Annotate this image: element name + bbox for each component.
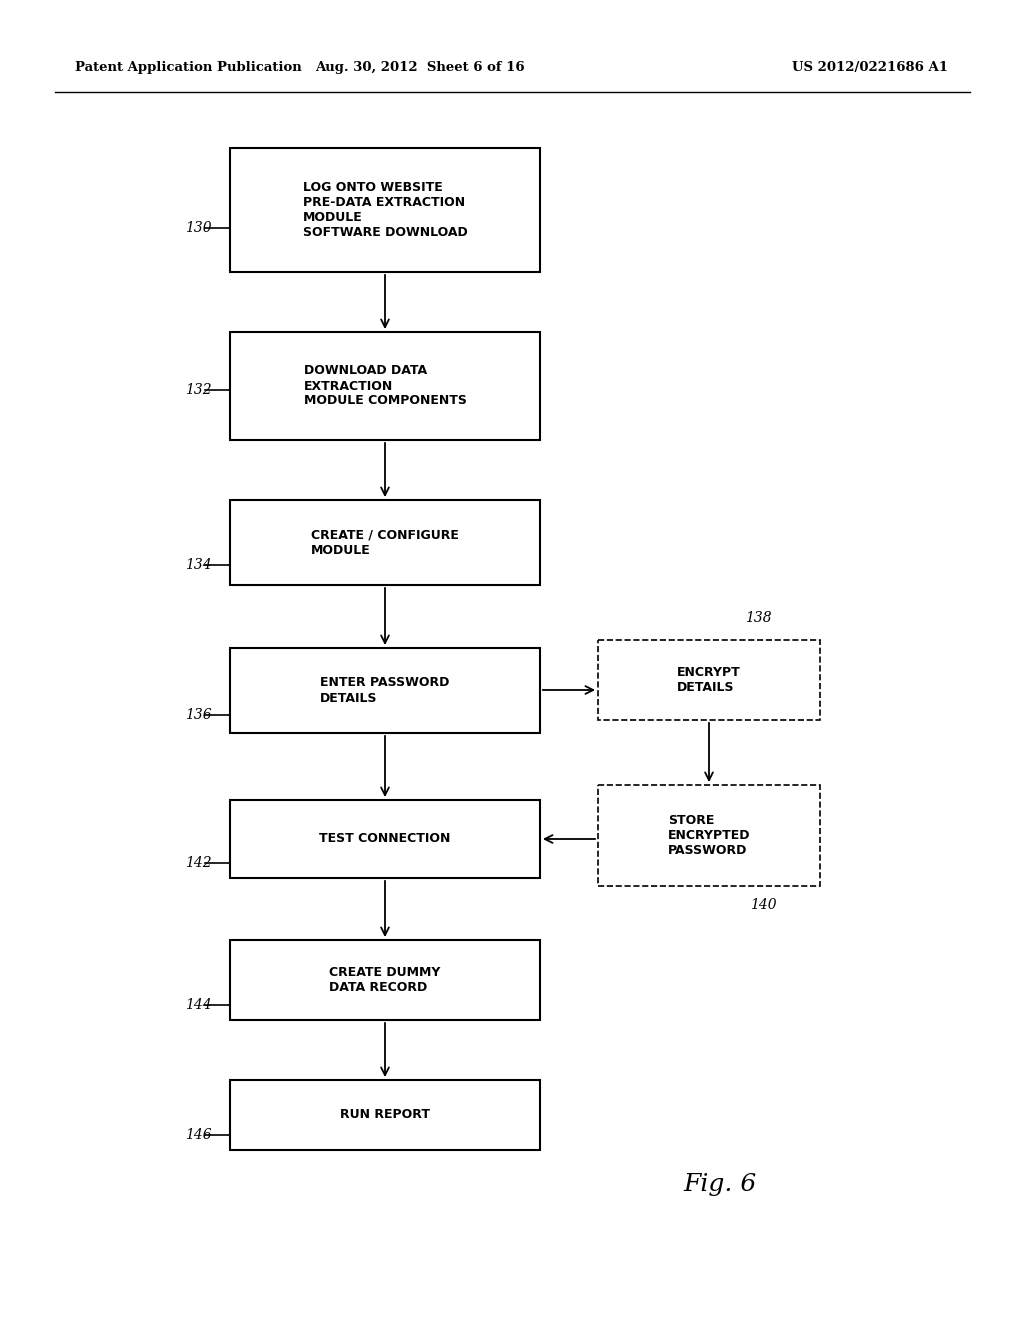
- Text: TEST CONNECTION: TEST CONNECTION: [319, 833, 451, 846]
- Text: 142: 142: [185, 855, 212, 870]
- Bar: [230, 500, 540, 585]
- Bar: [230, 148, 540, 272]
- Text: 134: 134: [185, 558, 212, 572]
- Text: ENCRYPT
DETAILS: ENCRYPT DETAILS: [677, 667, 741, 694]
- Bar: [598, 640, 820, 719]
- Text: ENTER PASSWORD
DETAILS: ENTER PASSWORD DETAILS: [321, 676, 450, 705]
- Bar: [230, 940, 540, 1020]
- Text: 144: 144: [185, 998, 212, 1012]
- Text: DOWNLOAD DATA
EXTRACTION
MODULE COMPONENTS: DOWNLOAD DATA EXTRACTION MODULE COMPONEN…: [303, 364, 467, 408]
- Text: Patent Application Publication: Patent Application Publication: [75, 62, 302, 74]
- Text: LOG ONTO WEBSITE
PRE-DATA EXTRACTION
MODULE
SOFTWARE DOWNLOAD: LOG ONTO WEBSITE PRE-DATA EXTRACTION MOD…: [303, 181, 467, 239]
- Bar: [230, 1080, 540, 1150]
- Text: STORE
ENCRYPTED
PASSWORD: STORE ENCRYPTED PASSWORD: [668, 814, 751, 857]
- Text: CREATE / CONFIGURE
MODULE: CREATE / CONFIGURE MODULE: [311, 528, 459, 557]
- Text: 140: 140: [750, 898, 776, 912]
- Text: 132: 132: [185, 383, 212, 397]
- Text: 130: 130: [185, 220, 212, 235]
- Text: 138: 138: [745, 611, 772, 624]
- Text: Fig. 6: Fig. 6: [683, 1173, 757, 1196]
- Bar: [598, 785, 820, 886]
- Text: 136: 136: [185, 708, 212, 722]
- Text: US 2012/0221686 A1: US 2012/0221686 A1: [792, 62, 948, 74]
- Text: 146: 146: [185, 1129, 212, 1142]
- Text: Aug. 30, 2012  Sheet 6 of 16: Aug. 30, 2012 Sheet 6 of 16: [315, 62, 525, 74]
- Bar: [230, 333, 540, 440]
- Text: CREATE DUMMY
DATA RECORD: CREATE DUMMY DATA RECORD: [330, 966, 440, 994]
- Bar: [230, 800, 540, 878]
- Text: RUN REPORT: RUN REPORT: [340, 1109, 430, 1122]
- Bar: [230, 648, 540, 733]
